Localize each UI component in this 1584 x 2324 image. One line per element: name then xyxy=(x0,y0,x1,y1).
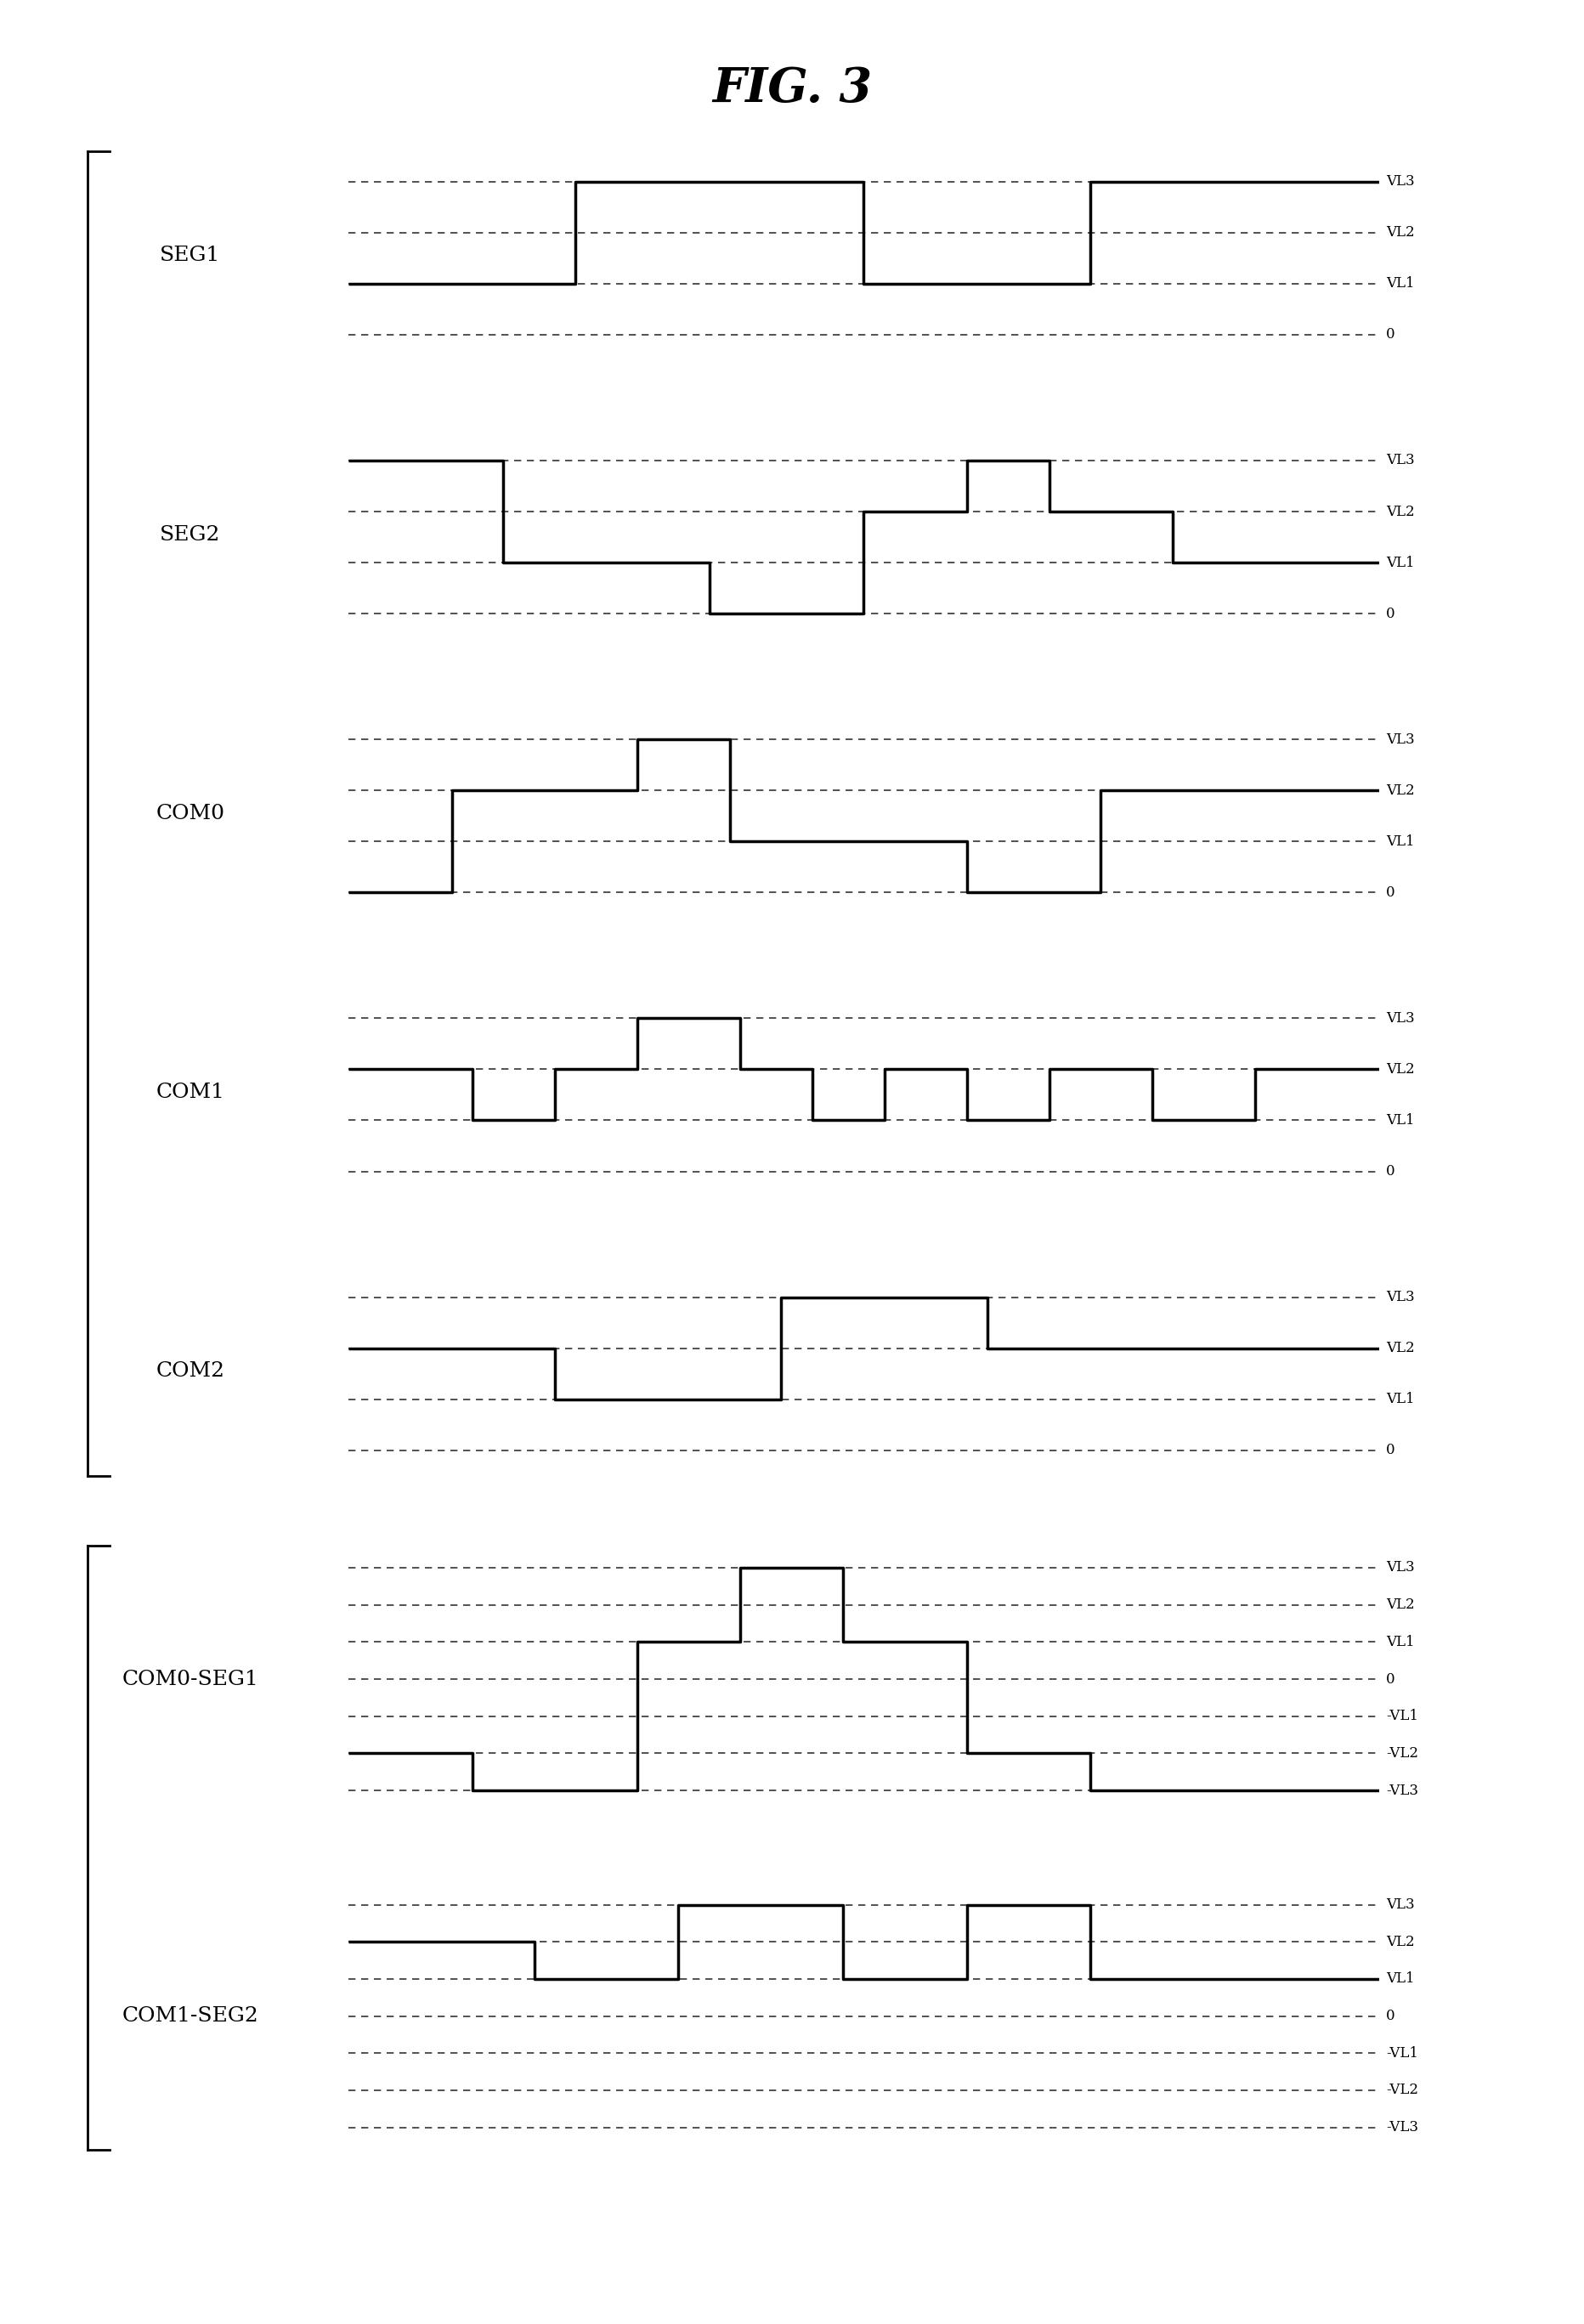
Text: -VL1: -VL1 xyxy=(1384,2045,1418,2061)
Text: VL2: VL2 xyxy=(1384,1934,1413,1950)
Text: VL2: VL2 xyxy=(1384,504,1413,518)
Text: VL1: VL1 xyxy=(1384,1971,1413,1987)
Text: 0: 0 xyxy=(1384,328,1394,342)
Text: SEG2: SEG2 xyxy=(160,525,220,544)
Text: VL1: VL1 xyxy=(1384,555,1413,569)
Text: VL1: VL1 xyxy=(1384,834,1413,848)
Text: COM2: COM2 xyxy=(155,1362,225,1380)
Text: VL3: VL3 xyxy=(1384,732,1413,746)
Text: VL1: VL1 xyxy=(1384,277,1413,290)
Text: COM0-SEG1: COM0-SEG1 xyxy=(122,1669,258,1690)
Text: VL2: VL2 xyxy=(1384,783,1413,797)
Text: VL3: VL3 xyxy=(1384,1011,1413,1025)
Text: VL3: VL3 xyxy=(1384,1559,1413,1576)
Text: VL3: VL3 xyxy=(1384,1290,1413,1304)
Text: COM1-SEG2: COM1-SEG2 xyxy=(122,2006,258,2027)
Text: VL3: VL3 xyxy=(1384,174,1413,188)
Text: VL1: VL1 xyxy=(1384,1634,1413,1650)
Text: VL2: VL2 xyxy=(1384,225,1413,239)
Text: VL2: VL2 xyxy=(1384,1597,1413,1613)
Text: -VL3: -VL3 xyxy=(1384,1783,1418,1799)
Text: VL2: VL2 xyxy=(1384,1062,1413,1076)
Text: -VL2: -VL2 xyxy=(1384,1745,1418,1762)
Text: VL3: VL3 xyxy=(1384,453,1413,467)
Text: 0: 0 xyxy=(1384,2008,1394,2024)
Text: 0: 0 xyxy=(1384,1671,1394,1687)
Text: -VL3: -VL3 xyxy=(1384,2119,1418,2136)
Text: COM1: COM1 xyxy=(155,1083,225,1102)
Text: 0: 0 xyxy=(1384,607,1394,621)
Text: 0: 0 xyxy=(1384,1164,1394,1178)
Text: COM0: COM0 xyxy=(155,804,225,823)
Text: -VL1: -VL1 xyxy=(1384,1708,1418,1724)
Text: 0: 0 xyxy=(1384,885,1394,899)
Text: VL3: VL3 xyxy=(1384,1896,1413,1913)
Text: VL1: VL1 xyxy=(1384,1113,1413,1127)
Text: VL1: VL1 xyxy=(1384,1392,1413,1406)
Text: SEG1: SEG1 xyxy=(160,246,220,265)
Text: FIG. 3: FIG. 3 xyxy=(713,65,871,112)
Text: -VL2: -VL2 xyxy=(1384,2082,1418,2099)
Text: VL2: VL2 xyxy=(1384,1341,1413,1355)
Text: 0: 0 xyxy=(1384,1443,1394,1457)
